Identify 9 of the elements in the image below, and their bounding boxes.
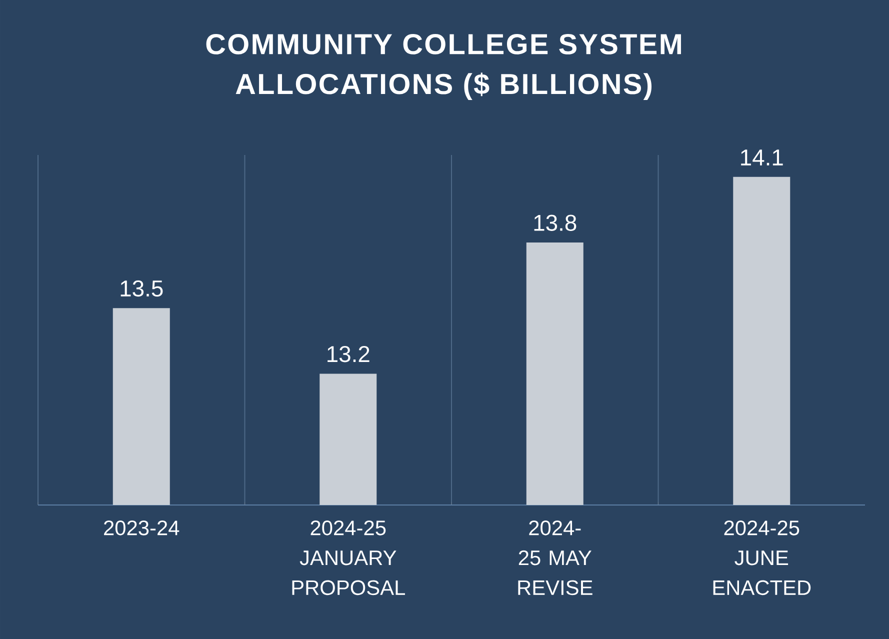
x-tick-label: 2024-25 JUNE ENACTED (713, 520, 811, 596)
data-label: 14.1 (741, 150, 783, 166)
data-label: 13.2 (328, 346, 370, 362)
x-tick-label: 2024-25 JANUARY PROPOSAL (292, 520, 405, 596)
data-label: 13.8 (534, 214, 576, 231)
x-tick-label: 2023-24 (104, 520, 180, 536)
data-label: 13.5 (120, 280, 163, 297)
x-tick-label: 2024-25 MAY REVISE (518, 520, 592, 596)
chart-title: COMMUNITY COLLEGE SYSTEM ALLOCATIONS ($ BILLIONS) (206, 34, 681, 100)
